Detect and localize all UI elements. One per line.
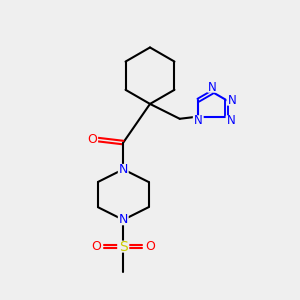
FancyBboxPatch shape: [88, 135, 98, 144]
Text: N: N: [118, 163, 128, 176]
Text: O: O: [145, 240, 155, 253]
Text: N: N: [227, 94, 236, 107]
FancyBboxPatch shape: [226, 116, 236, 125]
Text: O: O: [88, 133, 98, 146]
FancyBboxPatch shape: [118, 165, 128, 174]
FancyBboxPatch shape: [208, 82, 217, 92]
Text: N: N: [194, 114, 203, 127]
FancyBboxPatch shape: [92, 242, 101, 251]
FancyBboxPatch shape: [227, 95, 237, 105]
FancyBboxPatch shape: [118, 215, 128, 225]
Text: N: N: [118, 213, 128, 226]
Text: N: N: [208, 81, 217, 94]
Text: S: S: [119, 240, 128, 254]
Text: N: N: [227, 114, 236, 127]
FancyBboxPatch shape: [118, 241, 129, 252]
FancyBboxPatch shape: [194, 116, 203, 125]
Text: O: O: [92, 240, 101, 253]
FancyBboxPatch shape: [145, 242, 155, 251]
